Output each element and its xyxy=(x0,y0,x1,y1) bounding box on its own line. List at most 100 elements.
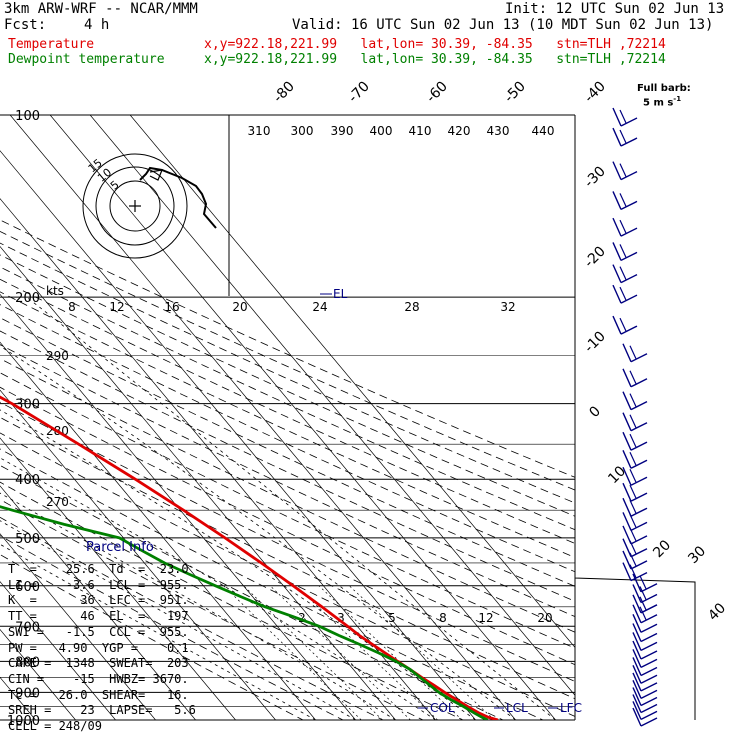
isotherm xyxy=(0,293,356,720)
isotherm-label: 0 xyxy=(586,403,604,421)
isotherm xyxy=(0,533,156,720)
pressure-label-700: 700 xyxy=(15,620,40,635)
wind-barb-flag xyxy=(622,466,632,486)
wind-barb-flag xyxy=(612,127,622,147)
hodograph-trace xyxy=(139,166,217,229)
temperature-location: x,y=922.18,221.99 lat,lon= 30.39, -84.35… xyxy=(204,37,666,52)
parcel-info-title: Parcel Info xyxy=(86,540,154,555)
pressure-label-1000: 1000 xyxy=(7,714,40,729)
mixing-ratio-line xyxy=(269,585,411,720)
wind-barb-flag xyxy=(622,497,632,517)
hodograph-ring-5 xyxy=(109,180,161,232)
wind-barb-flag xyxy=(622,450,632,469)
dry-adiabat xyxy=(0,432,575,717)
pressure-label-400: 400 xyxy=(15,473,40,488)
wind-barb-staff xyxy=(630,476,648,486)
valid-time: Valid: 16 UTC Sun 02 Jun 13 (10 MDT Sun … xyxy=(292,17,714,33)
full-barb-unit-exponent: -1 xyxy=(673,95,682,103)
wind-barb-flag2 xyxy=(619,266,627,280)
theta-label-390: 390 xyxy=(331,124,354,138)
parcel-info-row: Tc = 26.0 SHEAR= 16. xyxy=(8,687,189,702)
pressure-label-100: 100 xyxy=(15,109,40,124)
theta-label-left-270: 270 xyxy=(46,495,69,509)
wind-barb-flag xyxy=(622,482,632,502)
wind-barb-staff xyxy=(640,703,658,714)
dry-adiabat xyxy=(0,401,575,682)
isotherm-label: -60 xyxy=(423,78,450,105)
wind-barb-flag2 xyxy=(639,606,647,620)
dry-adiabat xyxy=(0,535,344,720)
wind-barb-flag xyxy=(612,284,622,304)
full-barb-unit-text: 5 m s xyxy=(643,97,674,109)
dry-adiabat xyxy=(0,317,575,587)
wind-barb-flag xyxy=(632,687,642,706)
hodograph-speed-tick: 32 xyxy=(500,300,515,314)
marker-lfc: LFC xyxy=(560,701,582,715)
wind-barb-flag2 xyxy=(629,345,637,360)
isotherm-label: 40 xyxy=(705,600,729,624)
parcel-info-row: CIN = -15 HWBZ= 3670. xyxy=(8,671,189,686)
wind-barb-staff xyxy=(620,294,638,304)
wind-barb-staff xyxy=(630,353,648,363)
parcel-info-row: TT = 46 EL = 197 xyxy=(8,609,189,624)
dry-adiabat xyxy=(0,448,544,720)
pressure-label-600: 600 xyxy=(15,580,40,595)
isotherm xyxy=(89,115,575,696)
isotherm-label: 30 xyxy=(685,543,709,567)
wind-barb-flag2 xyxy=(629,468,637,483)
parcel-info-row: SWI = -1.5 CCL = 955. xyxy=(8,624,189,639)
hodograph-speed-tick: 28 xyxy=(404,300,419,314)
hodograph-ring-10 xyxy=(95,166,175,246)
wind-barb-flag xyxy=(622,391,632,410)
wind-barb-staff xyxy=(640,658,658,668)
hodograph-speed-tick: 20 xyxy=(232,300,247,314)
parcel-info-row: T = 25.6 Td = 23.0 xyxy=(8,562,189,576)
mixing-ratio-label-3: 3 xyxy=(337,611,345,625)
hodograph-ring-label-5: 5 xyxy=(108,178,122,192)
isotherm xyxy=(0,437,236,720)
isotherm-label: -20 xyxy=(581,243,608,270)
wind-barb-staff xyxy=(640,604,658,614)
wind-barb-staff xyxy=(630,441,648,451)
wind-barb-flag xyxy=(632,604,642,624)
wind-barb-staff xyxy=(640,689,658,699)
hodograph-speed-tick: 8 xyxy=(68,300,76,314)
isotherm xyxy=(0,581,116,720)
wind-barb-staff xyxy=(630,459,648,469)
mixing-ratio-label-8: 8 xyxy=(439,611,447,625)
dry-adiabat xyxy=(0,344,575,618)
wind-barb-staff xyxy=(640,710,658,720)
wind-barb-flag2 xyxy=(629,514,637,528)
forecast-label: Fcst: xyxy=(4,17,47,33)
isotherm xyxy=(0,150,476,720)
wind-barb-staff xyxy=(640,674,658,684)
mixing-ratio-label-2: 2 xyxy=(298,611,306,625)
wind-barb-flag xyxy=(632,640,642,660)
theta-label-400: 400 xyxy=(370,124,393,138)
wind-barb-flag xyxy=(612,264,622,283)
theta-label-310: 310 xyxy=(248,124,271,138)
dry-adiabat xyxy=(0,516,384,720)
wind-barb-flag xyxy=(632,701,642,720)
wind-barb-flag xyxy=(612,242,622,261)
dewpoint-legend: Dewpoint temperature xyxy=(8,52,165,67)
wind-barb-staff xyxy=(640,623,658,633)
wind-barb-staff xyxy=(640,650,658,660)
wind-barb-flag xyxy=(632,584,642,603)
moist-adiabat xyxy=(0,492,396,720)
wind-barbs xyxy=(612,107,658,727)
wind-barb-staff xyxy=(630,378,648,388)
wind-barb-flag xyxy=(622,512,632,531)
wind-barb-flag xyxy=(622,562,632,581)
wind-barb-staff xyxy=(640,593,658,604)
parcel-info-row: PW = 4.90 YGP = 0.1 xyxy=(8,640,189,655)
wind-barb-flag xyxy=(612,217,622,237)
wind-barb-flag xyxy=(612,161,622,180)
wind-barb-flag2 xyxy=(639,596,647,611)
wind-barb-flag xyxy=(632,657,642,676)
dry-adiabat xyxy=(0,254,575,517)
forecast-value: 4 h xyxy=(84,17,110,33)
wind-barb-flag xyxy=(632,614,642,633)
mixing-ratio-label-20: 20 xyxy=(537,611,552,625)
